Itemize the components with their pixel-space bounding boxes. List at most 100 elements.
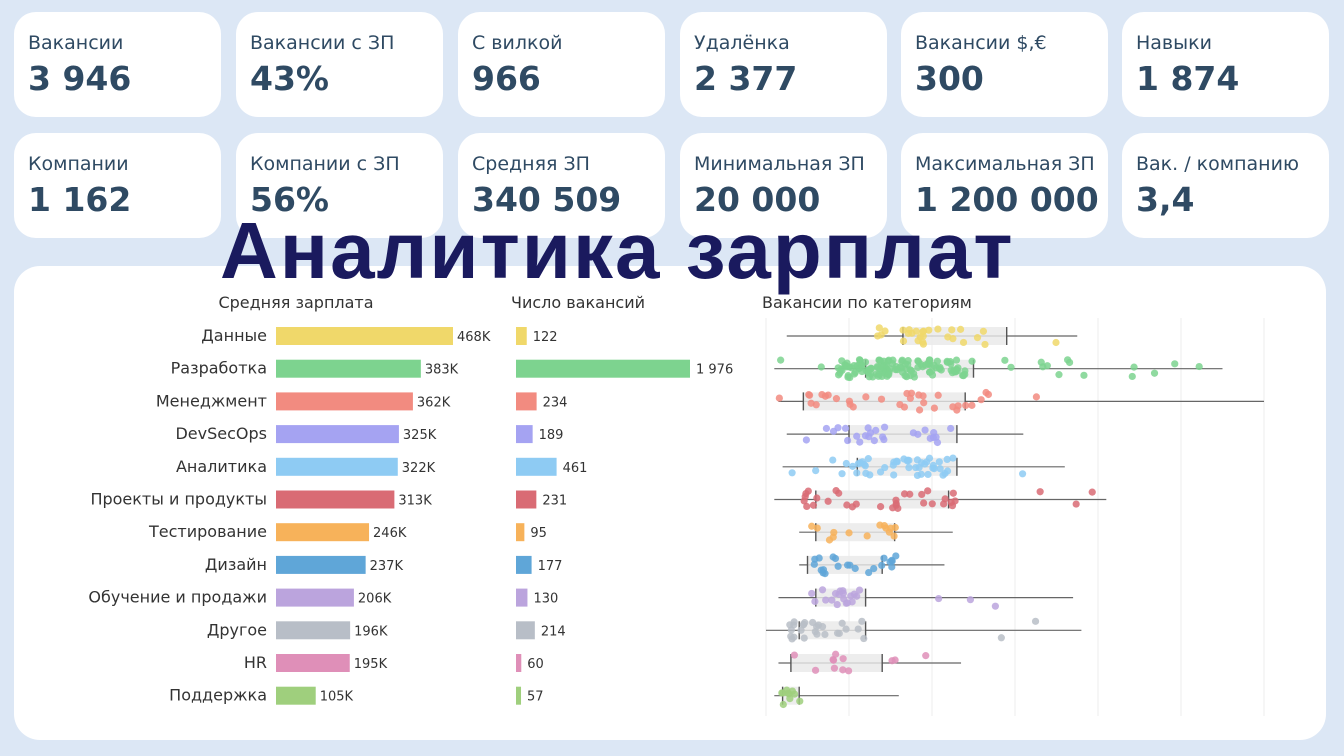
data-point	[877, 331, 885, 339]
data-point	[838, 619, 846, 627]
data-point	[854, 625, 862, 633]
data-point	[844, 436, 852, 445]
kpi-label: Вак. / компанию	[1136, 153, 1299, 175]
chart-title-vacancy-count: Число вакансий	[511, 293, 645, 312]
data-point	[977, 396, 985, 404]
data-point	[892, 362, 900, 371]
data-point	[777, 356, 785, 364]
data-point	[874, 372, 883, 380]
data-point	[818, 390, 826, 399]
count-bar	[516, 654, 522, 672]
data-point	[899, 337, 908, 345]
data-point	[919, 328, 927, 336]
kpi-value: 3 946	[28, 59, 132, 98]
data-point	[926, 368, 934, 376]
data-point	[787, 632, 795, 640]
category-label: Менеджмент	[156, 391, 267, 410]
data-point	[843, 363, 851, 371]
count-value-label: 60	[527, 657, 544, 672]
data-point	[876, 468, 885, 476]
data-point	[858, 458, 866, 466]
salary-value-label: 105K	[320, 690, 354, 705]
data-point	[982, 388, 990, 397]
data-point	[796, 697, 804, 705]
data-point	[812, 466, 820, 475]
data-point	[1032, 393, 1040, 401]
data-point	[865, 433, 873, 441]
chart-title-categories: Вакансии по категориям	[762, 293, 972, 312]
kpi-card: Средняя ЗП 340 509	[458, 133, 665, 238]
category-label: Тестирование	[148, 522, 267, 541]
charts-panel: Средняя зарплата Число вакансий Вакансии…	[14, 266, 1326, 740]
data-point	[842, 459, 850, 468]
data-point	[1036, 488, 1044, 496]
data-point	[937, 366, 945, 374]
data-point	[839, 666, 847, 674]
data-point	[784, 689, 792, 697]
data-point	[948, 326, 956, 334]
kpi-card: Вак. / компанию 3,4	[1122, 133, 1329, 238]
data-point	[951, 497, 959, 505]
data-point	[876, 503, 885, 511]
salary-bar	[276, 555, 366, 574]
data-point	[831, 590, 840, 598]
salary-value-label: 206K	[358, 592, 392, 607]
data-point	[802, 489, 810, 498]
data-point	[846, 400, 854, 408]
data-point	[997, 634, 1005, 642]
data-point	[944, 333, 952, 341]
data-point	[829, 655, 837, 664]
count-value-label: 461	[563, 461, 588, 476]
data-point	[928, 500, 936, 508]
count-bar	[516, 686, 522, 705]
data-point	[858, 361, 866, 369]
data-point	[1007, 363, 1015, 371]
data-point	[888, 563, 896, 571]
kpi-label: Вакансии $,€	[915, 32, 1047, 54]
data-point	[775, 394, 783, 402]
salary-value-label: 313K	[398, 494, 432, 509]
count-value-label: 1 976	[696, 363, 733, 378]
data-point	[917, 470, 925, 478]
data-point	[862, 469, 870, 477]
data-point	[941, 469, 949, 478]
data-point	[829, 456, 837, 464]
data-point	[808, 522, 816, 530]
count-value-label: 234	[543, 395, 568, 410]
data-point	[991, 602, 999, 610]
kpi-value: 3,4	[1136, 180, 1195, 219]
data-point	[1018, 470, 1027, 478]
count-value-label: 130	[533, 592, 558, 607]
data-point	[903, 389, 911, 398]
data-point	[790, 651, 798, 659]
salary-value-label: 195K	[354, 657, 388, 672]
kpi-label: Максимальная ЗП	[915, 153, 1095, 175]
data-point	[1171, 360, 1179, 368]
count-bar	[516, 490, 537, 509]
kpi-value: 56%	[250, 180, 329, 219]
data-point	[853, 432, 861, 440]
kpi-value: 1 200 000	[915, 180, 1099, 219]
data-point	[912, 463, 920, 472]
salary-bar	[276, 654, 350, 672]
data-point	[877, 395, 886, 403]
data-point	[851, 564, 859, 573]
salary-bar	[276, 523, 370, 542]
count-bar	[516, 555, 532, 574]
count-bar	[516, 588, 528, 607]
count-bar	[516, 392, 537, 411]
kpi-card: Минимальная ЗП 20 000	[680, 133, 887, 238]
data-point	[876, 356, 884, 364]
data-point	[846, 561, 854, 569]
data-point	[1128, 372, 1136, 381]
data-point	[973, 334, 982, 342]
data-point	[936, 465, 944, 473]
data-point	[929, 464, 937, 472]
kpi-value: 300	[915, 59, 984, 98]
data-point	[880, 554, 888, 562]
data-point	[788, 469, 796, 477]
data-point	[832, 487, 840, 495]
data-point	[778, 689, 786, 697]
data-point	[1064, 356, 1072, 364]
kpi-value: 1 874	[1136, 59, 1240, 98]
